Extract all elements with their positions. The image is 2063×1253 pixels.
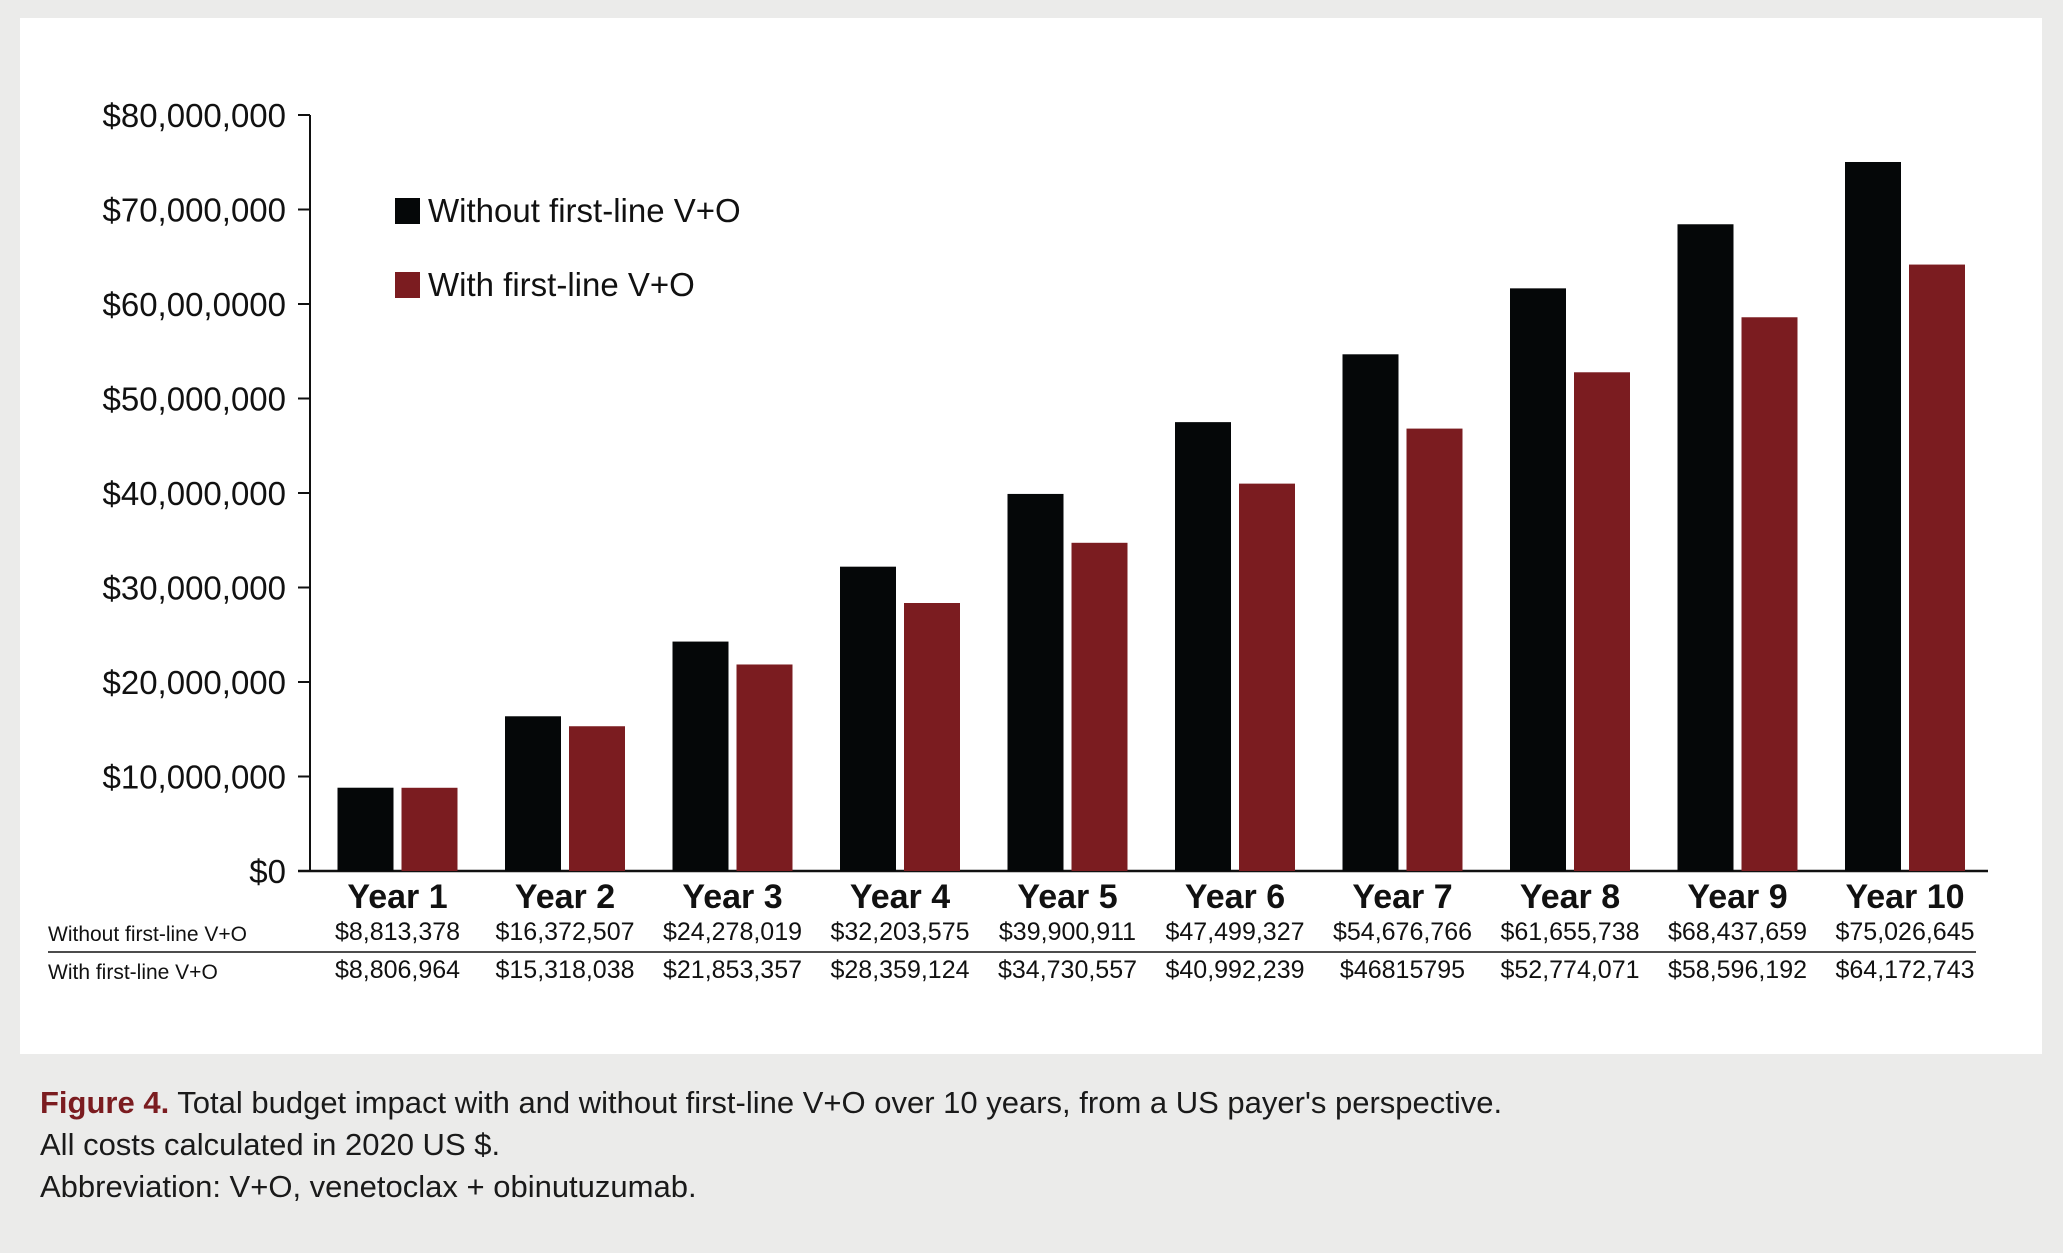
bar-without-year-2	[505, 716, 561, 871]
table-value: $61,655,738	[1500, 918, 1639, 946]
table-row-label: Without first-line V+O	[48, 923, 247, 946]
bar-with-year-10	[1909, 264, 1965, 871]
x-category-label: Year 8	[1520, 878, 1620, 916]
table-value: $52,774,071	[1500, 956, 1639, 984]
table-value: $47,499,327	[1165, 918, 1304, 946]
table-value: $28,359,124	[830, 956, 969, 984]
y-tick-label: $40,000,000	[102, 475, 286, 512]
chart-panel: $0 $10,000,000 $20,000,000 $30,000,000 $40,0…	[20, 18, 2042, 1054]
y-tick-label: $0	[249, 853, 286, 890]
bar-without-year-9	[1677, 224, 1734, 871]
y-tick-label: $70,000,000	[102, 192, 286, 229]
y-tick-label: $20,000,000	[102, 664, 286, 701]
table-value: $39,900,911	[999, 918, 1136, 946]
caption-abbreviation: Abbreviation: V+O, venetoclax + obinutuz…	[40, 1169, 697, 1204]
x-category-label: Year 2	[515, 878, 615, 916]
bar-with-year-3	[736, 664, 793, 871]
legend-label: Without first-line V+O	[428, 192, 741, 229]
table-value: $46815795	[1340, 956, 1465, 984]
x-category-label: Year 1	[347, 878, 447, 916]
x-category-label: Year 7	[1352, 878, 1452, 916]
bar-without-year-6	[1175, 422, 1231, 871]
bar-with-year-4	[904, 603, 960, 871]
table-value: $34,730,557	[998, 956, 1137, 984]
caption-line-1: Figure 4. Total budget impact with and w…	[40, 1082, 2020, 1124]
legend-label: With first-line V+O	[428, 266, 695, 303]
y-tick-label: $60,00,0000	[102, 286, 286, 323]
table-value: $16,372,507	[495, 918, 634, 946]
table-value: $24,278,019	[663, 918, 802, 946]
bar-with-year-1	[401, 787, 458, 871]
bar-with-year-8	[1574, 372, 1630, 871]
figure-caption: Figure 4. Total budget impact with and w…	[40, 1082, 2020, 1208]
bar-with-year-7	[1406, 428, 1463, 871]
bar-without-year-5	[1007, 493, 1064, 871]
y-tick-label: $80,000,000	[102, 97, 286, 134]
table-value: $64,172,743	[1835, 956, 1974, 984]
x-category-label: Year 4	[850, 878, 950, 916]
table-value: $68,437,659	[1668, 918, 1807, 946]
table-value: $8,813,378	[335, 918, 460, 946]
x-category-label: Year 5	[1017, 878, 1117, 916]
table-value: $21,853,357	[663, 956, 802, 984]
table-row-label: With first-line V+O	[48, 961, 218, 984]
table-value: $8,806,964	[335, 956, 460, 984]
x-category-label: Year 10	[1845, 878, 1964, 916]
bar-without-year-8	[1510, 288, 1566, 871]
bar-with-year-5	[1071, 542, 1128, 871]
bar-without-year-7	[1342, 354, 1399, 871]
bar-without-year-3	[672, 641, 729, 871]
table-value: $32,203,575	[830, 918, 969, 946]
table-value: $58,596,192	[1668, 956, 1807, 984]
bar-without-year-1	[337, 787, 394, 871]
table-value: $40,992,239	[1165, 956, 1304, 984]
bar-with-year-9	[1741, 317, 1798, 871]
y-tick-label: $30,000,000	[102, 570, 286, 607]
bar-with-year-6	[1239, 483, 1295, 871]
caption-text: Total budget impact with and without fir…	[169, 1085, 1503, 1120]
table-value: $15,318,038	[495, 956, 634, 984]
legend-swatch	[395, 272, 420, 298]
bar-chart: $0 $10,000,000 $20,000,000 $30,000,000 $40,0…	[48, 97, 1988, 984]
bar-without-year-10	[1845, 161, 1901, 872]
caption-currency-note: All costs calculated in 2020 US $.	[40, 1127, 501, 1162]
legend-swatch	[395, 198, 420, 224]
bar-with-year-2	[569, 726, 625, 871]
x-category-label: Year 3	[682, 878, 782, 916]
figure-label: Figure 4.	[40, 1085, 170, 1120]
y-tick-label: $10,000,000	[102, 759, 286, 796]
table-value: $75,026,645	[1835, 918, 1974, 946]
x-category-label: Year 6	[1185, 878, 1285, 916]
table-value: $54,676,766	[1333, 918, 1472, 946]
y-tick-label: $50,000,000	[102, 381, 286, 418]
x-category-label: Year 9	[1687, 878, 1787, 916]
bar-without-year-4	[840, 566, 896, 871]
